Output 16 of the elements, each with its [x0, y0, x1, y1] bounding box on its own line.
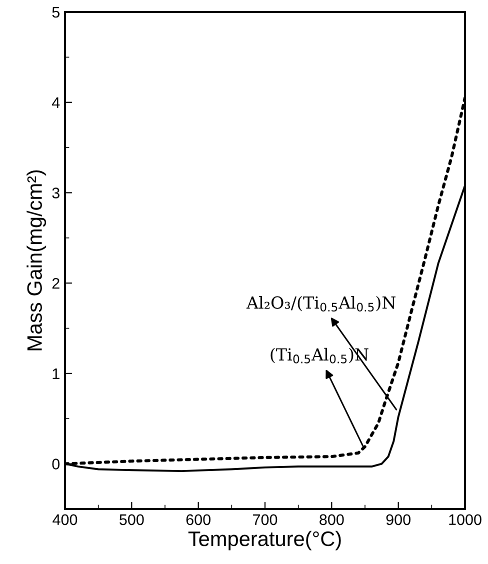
y-tick-label: 2	[52, 278, 60, 289]
x-tick-label: 800	[320, 514, 344, 526]
x-tick-label: 400	[52, 514, 78, 526]
y-tick-label: 1	[52, 368, 60, 379]
x-tick-label: 600	[186, 514, 210, 526]
x-tick-label: 700	[253, 514, 278, 526]
y-tick-label: 3	[52, 188, 60, 198]
x-tick-label: 1000	[449, 514, 482, 526]
y-tick-label: 4	[52, 97, 60, 108]
y-axis-title: Mass Gain(mg/cm²)	[26, 170, 46, 350]
y-tick-label: 5	[52, 7, 60, 18]
annotation: Al₂O₃/(Ti$_{0.5}$Al$_{0.5}$)N	[246, 296, 396, 312]
x-tick-label: 500	[120, 514, 144, 526]
x-tick-label: 900	[386, 514, 410, 526]
y-tick-label: 0	[52, 458, 60, 470]
x-axis-title: Temperature(°C)	[188, 530, 341, 550]
